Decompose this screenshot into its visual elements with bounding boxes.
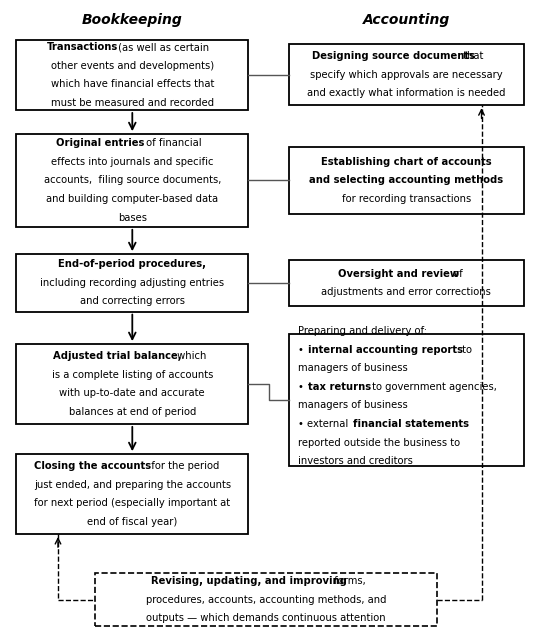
Text: of: of xyxy=(450,269,463,278)
Text: Closing the accounts: Closing the accounts xyxy=(33,461,151,471)
Text: to government agencies,: to government agencies, xyxy=(369,382,497,392)
Text: which have financial effects that: which have financial effects that xyxy=(51,79,214,89)
Text: specify which approvals are necessary: specify which approvals are necessary xyxy=(310,70,503,80)
Text: for the period: for the period xyxy=(145,461,219,471)
Text: with up-to-date and accurate: with up-to-date and accurate xyxy=(59,388,205,398)
Text: is a complete listing of accounts: is a complete listing of accounts xyxy=(52,370,213,380)
Text: other events and developments): other events and developments) xyxy=(51,61,214,70)
Text: End-of-period procedures,: End-of-period procedures, xyxy=(58,259,206,269)
Text: • external: • external xyxy=(298,419,351,429)
Text: Designing source documents: Designing source documents xyxy=(312,51,475,61)
Text: accounts,  filing source documents,: accounts, filing source documents, xyxy=(44,175,221,186)
Text: for recording transactions: for recording transactions xyxy=(342,194,471,204)
Text: (as well as certain: (as well as certain xyxy=(115,42,210,52)
Text: that: that xyxy=(460,51,483,61)
Text: reported outside the business to: reported outside the business to xyxy=(298,438,460,447)
Text: for next period (especially important at: for next period (especially important at xyxy=(34,499,231,508)
Text: Establishing chart of accounts: Establishing chart of accounts xyxy=(321,157,491,167)
Text: effects into journals and specific: effects into journals and specific xyxy=(51,157,213,167)
Text: of financial: of financial xyxy=(143,138,201,148)
Text: tax returns: tax returns xyxy=(308,382,370,392)
Text: managers of business: managers of business xyxy=(298,401,407,410)
Text: end of fiscal year): end of fiscal year) xyxy=(87,517,178,527)
Text: must be measured and recorded: must be measured and recorded xyxy=(51,98,214,108)
Text: Transactions: Transactions xyxy=(46,42,118,52)
Text: financial statements: financial statements xyxy=(353,419,469,429)
Text: investors and creditors: investors and creditors xyxy=(298,456,413,466)
Bar xyxy=(16,134,248,227)
Text: Oversight and review: Oversight and review xyxy=(338,269,460,278)
Bar xyxy=(16,344,248,424)
Bar xyxy=(289,334,524,466)
Bar xyxy=(289,147,524,214)
Text: forms,: forms, xyxy=(331,576,366,586)
Text: including recording adjusting entries: including recording adjusting entries xyxy=(40,278,224,288)
Text: Adjusted trial balance,: Adjusted trial balance, xyxy=(53,351,181,361)
Text: Original entries: Original entries xyxy=(56,138,144,148)
Text: procedures, accounts, accounting methods, and: procedures, accounts, accounting methods… xyxy=(146,595,386,605)
Text: and correcting errors: and correcting errors xyxy=(80,296,185,307)
Bar xyxy=(94,573,437,626)
Text: •: • xyxy=(298,345,307,355)
Text: just ended, and preparing the accounts: just ended, and preparing the accounts xyxy=(33,480,231,490)
Text: which: which xyxy=(174,351,206,361)
Text: and selecting accounting methods: and selecting accounting methods xyxy=(309,175,503,186)
Text: Bookkeeping: Bookkeeping xyxy=(82,13,183,28)
Text: to: to xyxy=(459,345,472,355)
Bar xyxy=(289,260,524,306)
Text: adjustments and error corrections: adjustments and error corrections xyxy=(321,287,491,297)
Bar xyxy=(16,40,248,110)
Bar xyxy=(16,454,248,534)
Text: bases: bases xyxy=(118,212,147,223)
Text: Accounting: Accounting xyxy=(363,13,450,28)
Text: •: • xyxy=(298,382,307,392)
Bar xyxy=(16,254,248,312)
Bar xyxy=(289,45,524,105)
Text: and building computer-based data: and building computer-based data xyxy=(46,194,218,204)
Text: Revising, updating, and improving: Revising, updating, and improving xyxy=(151,576,346,586)
Text: Preparing and delivery of:: Preparing and delivery of: xyxy=(298,326,427,336)
Text: managers of business: managers of business xyxy=(298,364,407,373)
Text: and exactly what information is needed: and exactly what information is needed xyxy=(307,88,505,99)
Text: balances at end of period: balances at end of period xyxy=(69,407,196,417)
Text: internal accounting reports: internal accounting reports xyxy=(308,345,463,355)
Text: outputs — which demands continuous attention: outputs — which demands continuous atten… xyxy=(146,613,386,623)
